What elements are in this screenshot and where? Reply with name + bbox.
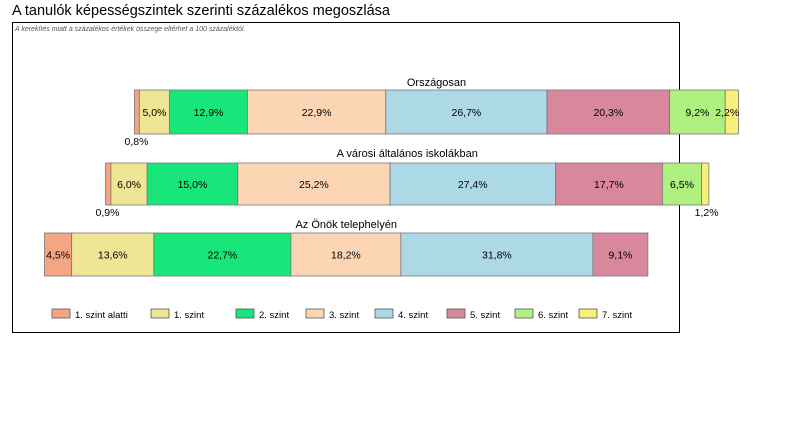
data-label: 6,0% xyxy=(117,179,141,191)
bar-segment xyxy=(134,89,140,135)
bar-segment xyxy=(146,162,239,206)
page-title: A tanulók képességszintek szerinti száza… xyxy=(12,3,390,19)
bar-segment xyxy=(661,162,703,206)
bar-segment xyxy=(247,89,387,135)
data-label: 27,4% xyxy=(458,179,488,191)
data-label: 18,2% xyxy=(331,250,361,262)
data-label: 9,2% xyxy=(685,107,709,119)
group-title: Az Önök telephelyén xyxy=(295,219,397,231)
data-label: 26,7% xyxy=(452,107,482,119)
legend-label: 2. szint xyxy=(259,310,289,321)
legend-label: 1. szint xyxy=(174,310,204,321)
bar-segment xyxy=(546,89,671,135)
bar-segment xyxy=(153,232,292,277)
data-label: 12,9% xyxy=(194,107,224,119)
data-label: 4,5% xyxy=(46,250,70,262)
bar-segment xyxy=(71,232,155,277)
data-label: 17,7% xyxy=(594,179,624,191)
data-label: 13,6% xyxy=(98,250,128,262)
bar-segment xyxy=(237,162,391,206)
legend-label: 4. szint xyxy=(398,310,428,321)
bar-segment xyxy=(669,89,726,135)
bar-segment xyxy=(724,89,739,135)
data-label: 20,3% xyxy=(593,107,623,119)
data-label: 15,0% xyxy=(178,179,208,191)
bar-segment xyxy=(105,162,112,206)
data-label: 6,5% xyxy=(670,179,694,191)
chart-note: A kerekítés miatt a százalékos értékek ö… xyxy=(15,26,246,33)
legend-swatch xyxy=(446,308,466,319)
data-label: 5,0% xyxy=(142,107,166,119)
data-label: 22,9% xyxy=(302,107,332,119)
bar-segment xyxy=(290,232,402,277)
data-label: 9,1% xyxy=(608,250,632,262)
legend-label: 3. szint xyxy=(329,310,359,321)
bar-segment xyxy=(400,232,594,277)
legend-swatch xyxy=(578,308,598,319)
data-label: 0,8% xyxy=(125,136,149,148)
bar-segment xyxy=(701,162,710,206)
legend-label: 6. szint xyxy=(538,310,568,321)
group-title: A városi általános iskolákban xyxy=(337,148,478,160)
legend-label: 7. szint xyxy=(602,310,632,321)
legend-label: 1. szint alatti xyxy=(75,310,128,321)
data-label: 31,8% xyxy=(482,250,512,262)
data-label: 0,9% xyxy=(96,207,120,219)
data-label: 1,2% xyxy=(695,207,719,219)
group-title: Országosan xyxy=(407,77,466,89)
legend-swatch xyxy=(235,308,255,319)
bar-segment xyxy=(389,162,556,206)
legend-label: 5. szint xyxy=(470,310,500,321)
bar-segment xyxy=(592,232,649,277)
data-label: 2,2% xyxy=(715,107,739,119)
data-label: 25,2% xyxy=(299,179,329,191)
legend-swatch xyxy=(305,308,325,319)
data-label: 22,7% xyxy=(207,250,237,262)
bar-segment xyxy=(169,89,248,135)
legend-swatch xyxy=(374,308,394,319)
legend-swatch xyxy=(150,308,170,319)
bar-segment xyxy=(138,89,170,135)
legend-swatch xyxy=(514,308,534,319)
legend-swatch xyxy=(51,308,71,319)
